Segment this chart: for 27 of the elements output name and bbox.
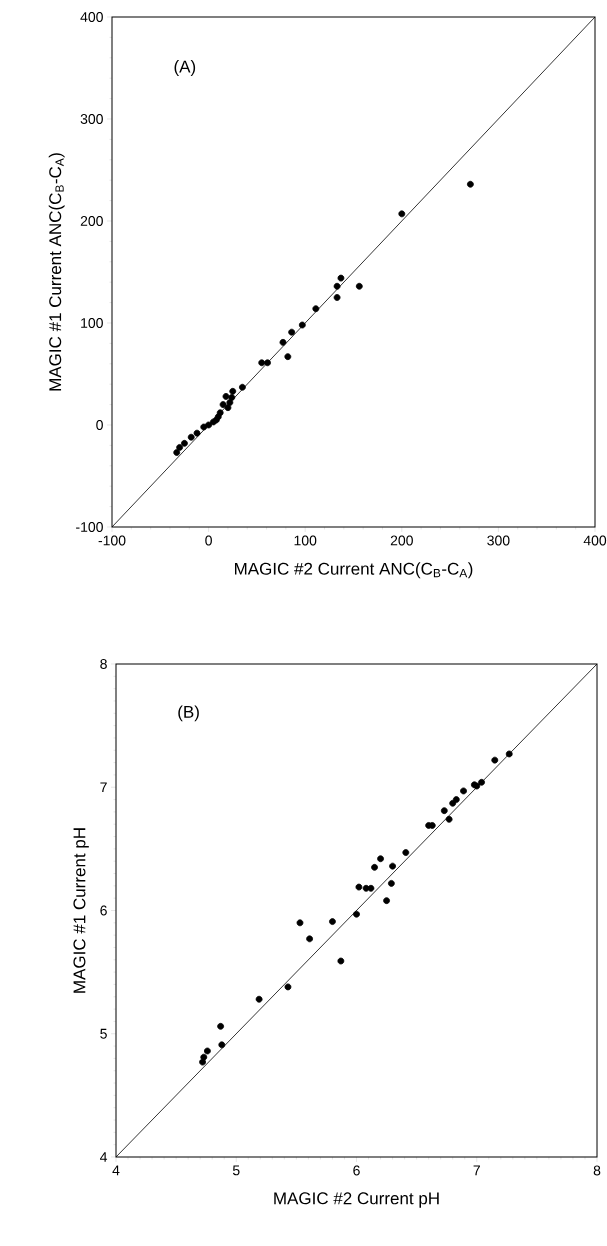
y-tick-label: 300	[80, 114, 103, 124]
annotation: (B)	[178, 705, 199, 722]
y-axis-title: MAGIC #1 Current pH	[73, 828, 89, 993]
y-tick-label: 100	[81, 318, 103, 328]
x-axis-title: MAGIC #2 Current pH	[274, 1192, 439, 1208]
x-tick-label: 6	[353, 1165, 360, 1176]
x-tick-label: 0	[205, 535, 212, 546]
annotation: (A)	[174, 60, 196, 76]
x-tick-label: 100	[294, 535, 317, 546]
y-tick-label: 5	[100, 1028, 107, 1039]
x-tick-label: 300	[487, 535, 510, 546]
y-tick-label: 0	[96, 420, 103, 430]
y-tick-label: 7	[100, 782, 107, 793]
y-tick-label: 200	[80, 216, 103, 226]
x-tick-label: 5	[232, 1165, 240, 1176]
y-tick-label: 8	[100, 659, 107, 669]
x-tick-label: 4	[112, 1165, 120, 1176]
y-axis-title: MAGIC #1 Current ANC(C$_{B}$-C$_{A}$)	[48, 153, 65, 391]
x-tick-label: 8	[593, 1165, 601, 1176]
y-tick-label: 4	[99, 1152, 108, 1162]
y-tick-label: 400	[80, 12, 103, 22]
x-tick-label: 400	[583, 535, 607, 546]
x-tick-label: 200	[390, 535, 413, 546]
x-tick-label: 7	[473, 1165, 480, 1176]
y-tick-label: 6	[100, 905, 107, 916]
y-tick-label: -100	[76, 522, 103, 532]
x-axis-title: MAGIC #2 Current ANC(C$_{B}$-C$_{A}$)	[235, 562, 473, 579]
